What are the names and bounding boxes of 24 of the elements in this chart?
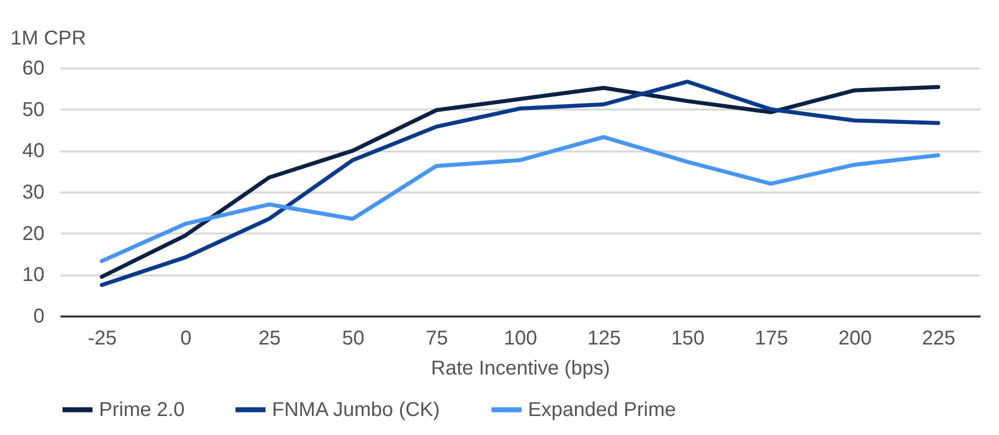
legend-label: FNMA Jumbo (CK) — [272, 398, 440, 421]
x-tick-label: -25 — [88, 328, 117, 350]
x-tick-label: 0 — [180, 328, 192, 350]
y-tick-label: 20 — [22, 222, 44, 245]
y-axis-title: 1M CPR — [10, 28, 86, 50]
legend-label: Expanded Prime — [528, 398, 676, 421]
x-tick-label: 75 — [426, 328, 448, 350]
x-tick-label: 50 — [342, 328, 364, 350]
x-tick-label: 200 — [838, 328, 872, 350]
y-tick-label: 50 — [22, 98, 44, 121]
x-tick-label: 175 — [754, 328, 788, 350]
y-tick-label: 10 — [22, 264, 44, 286]
line-series — [100, 135, 940, 264]
y-tick-label: 30 — [22, 182, 44, 204]
x-tick-label: 125 — [587, 328, 621, 350]
x-tick-label: 100 — [504, 328, 538, 350]
legend-label: Prime 2.0 — [99, 398, 185, 421]
x-axis-title: Rate Incentive (bps) — [431, 358, 610, 380]
x-tick-label: 150 — [671, 328, 704, 350]
x-tick-label: 25 — [258, 328, 281, 350]
y-tick-label: 40 — [22, 140, 44, 162]
y-tick-label: 60 — [22, 58, 44, 80]
x-tick-label: 225 — [922, 328, 956, 350]
y-tick-label: 0 — [33, 306, 44, 328]
